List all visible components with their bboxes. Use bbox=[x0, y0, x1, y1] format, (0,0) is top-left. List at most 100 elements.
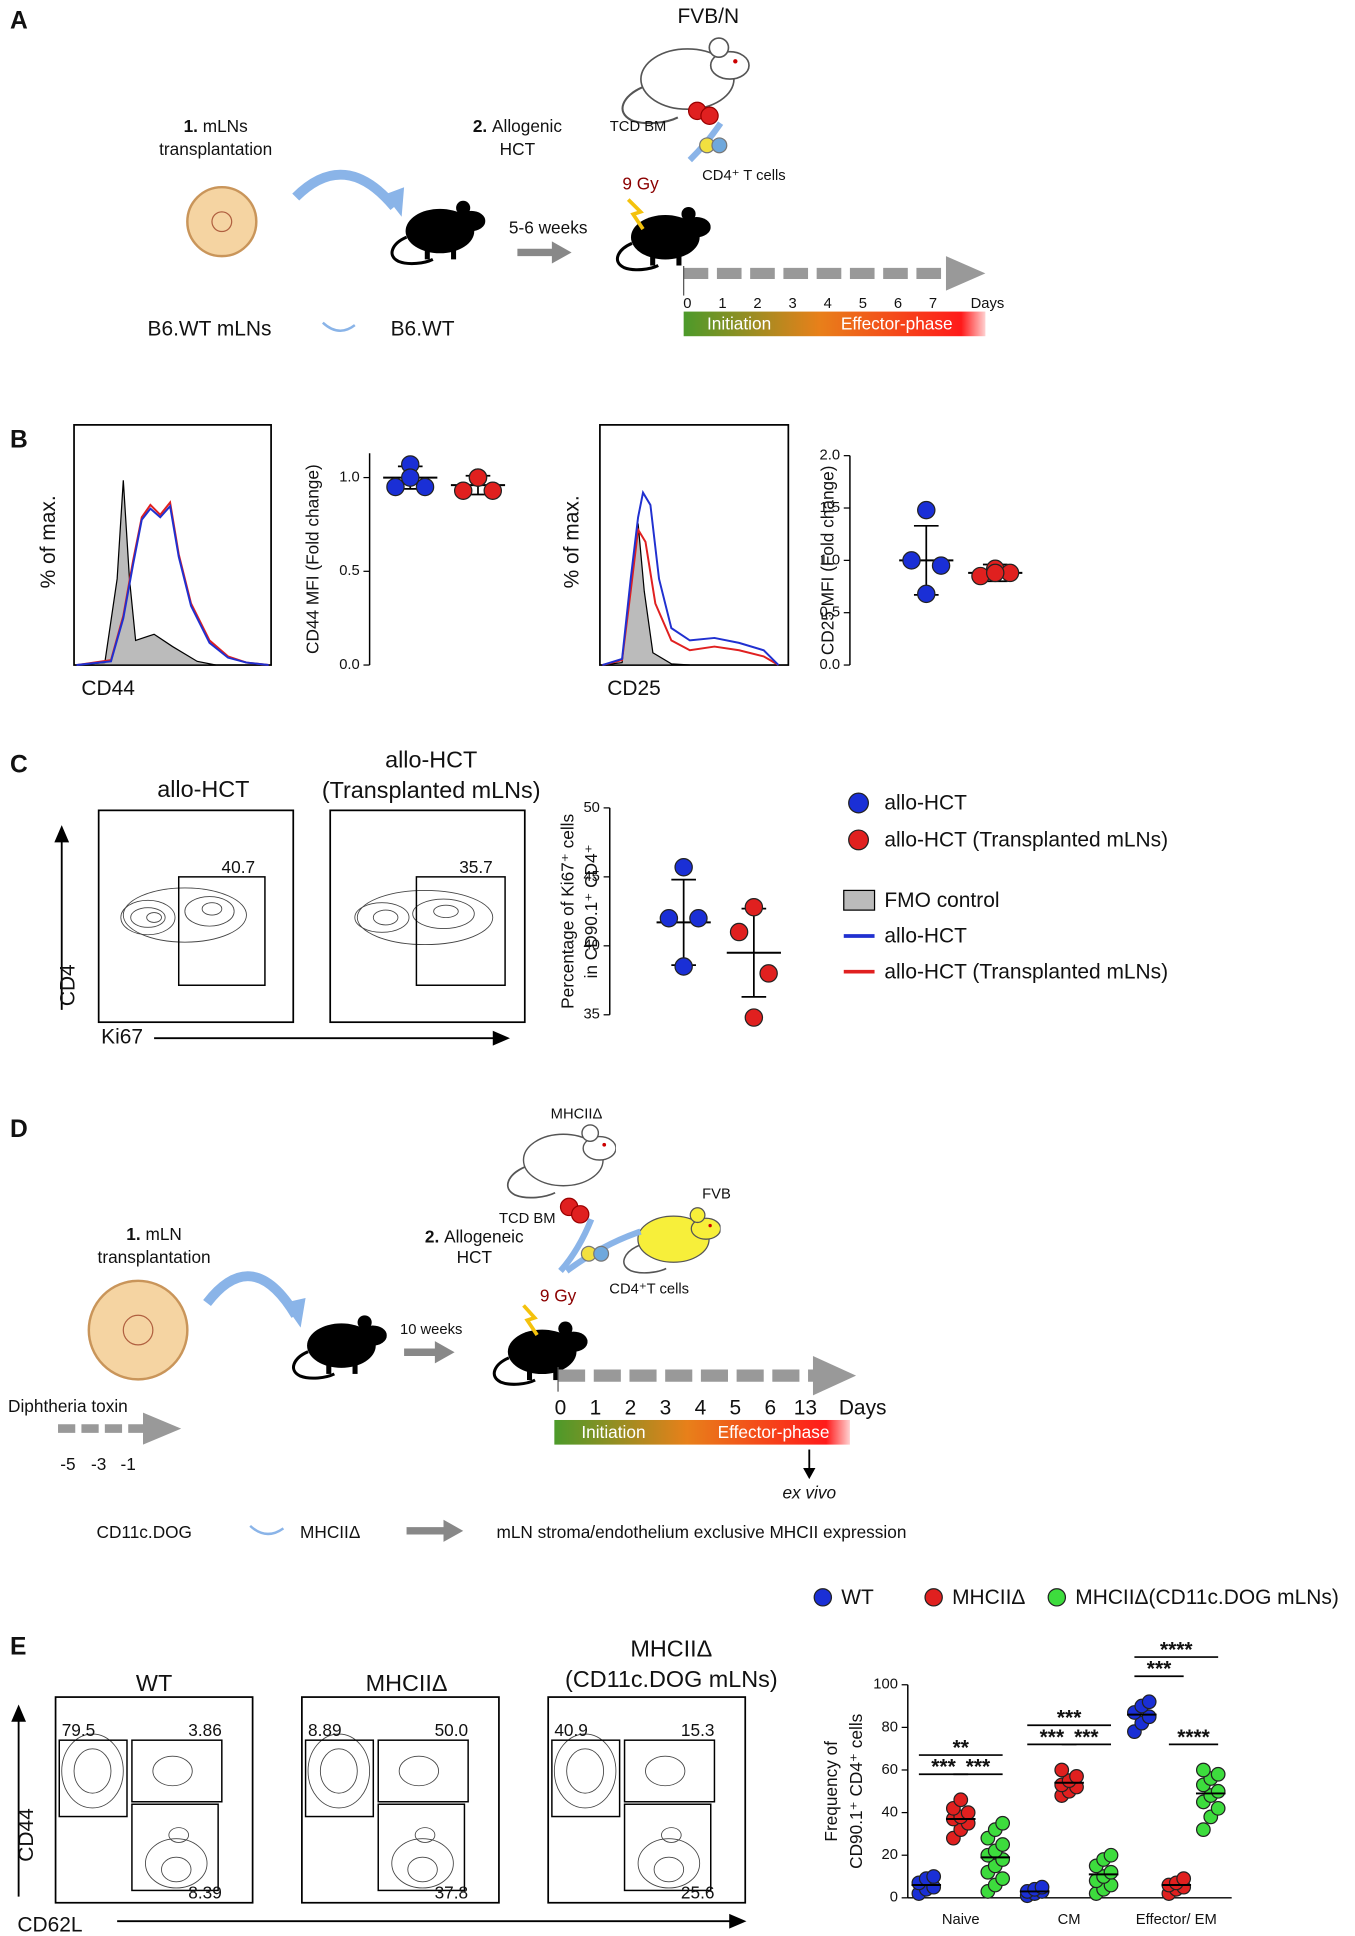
charts: 0.0 0.5 1.0 CD44 MFI (Fold change) 0.0 0.5 1.0… bbox=[303, 448, 1232, 1928]
dot bbox=[953, 1792, 969, 1808]
dot bbox=[744, 1008, 764, 1027]
label: HCT bbox=[500, 139, 536, 159]
panel-label: C bbox=[10, 752, 28, 779]
gate bbox=[623, 1739, 716, 1803]
dot bbox=[1103, 1847, 1119, 1863]
dot bbox=[1195, 1822, 1211, 1838]
y-tick-label: 0.0 bbox=[820, 657, 841, 673]
dot bbox=[674, 957, 693, 976]
panel-label: B bbox=[10, 426, 28, 453]
irradiation bbox=[626, 198, 645, 231]
panel-a: FVB/N TCD BM CD4⁺ T cells 1. mLNs transp… bbox=[148, 5, 1005, 341]
day-label: 5 bbox=[859, 296, 867, 312]
legend-label: FMO control bbox=[884, 889, 999, 912]
arrow bbox=[292, 169, 399, 211]
panel-e: WT MHCIIΔ MHCIIΔ (CD11c.DOG mLNs) 79.5 3.… bbox=[11, 1586, 1339, 1936]
y-tick-label: 40 bbox=[583, 938, 599, 954]
gate bbox=[377, 1739, 469, 1803]
dot bbox=[917, 500, 936, 520]
dot bbox=[902, 551, 921, 570]
significance-label: *** bbox=[1040, 1726, 1065, 1749]
arrow bbox=[551, 241, 572, 264]
gate-value: 79.5 bbox=[62, 1720, 96, 1740]
arrow bbox=[249, 1524, 285, 1536]
plot-title: (Transplanted mLNs) bbox=[322, 777, 541, 803]
cell bbox=[700, 106, 719, 126]
day-ticks: 0 1 2 3 4 5 6 7 bbox=[683, 296, 937, 312]
interval: 5-6 weeks bbox=[509, 218, 588, 238]
y-tick-label: 0 bbox=[890, 1890, 898, 1906]
dose: 9 Gy bbox=[622, 173, 659, 193]
panel-b: % of max. CD44 % of max. CD25 bbox=[37, 424, 790, 700]
donor-mouse bbox=[621, 36, 751, 125]
label: CD4⁺T cells bbox=[609, 1281, 689, 1297]
day-label: 0 bbox=[683, 296, 691, 312]
gate-value: 25.6 bbox=[681, 1883, 715, 1903]
dot bbox=[926, 1869, 942, 1884]
label: -3 bbox=[91, 1454, 106, 1474]
y-tick-label: 2.0 bbox=[820, 448, 841, 464]
contour bbox=[645, 1755, 686, 1787]
y-tick-label: 1.0 bbox=[820, 552, 841, 568]
panel-c: allo-HCT allo-HCT (Transplanted mLNs) 40… bbox=[54, 746, 1168, 1049]
plot-title: MHCIIΔ bbox=[630, 1635, 712, 1661]
legend-label: WT bbox=[841, 1586, 874, 1609]
arrow bbox=[203, 1271, 300, 1318]
legend-marker bbox=[848, 829, 870, 851]
label: Effector-phase bbox=[841, 314, 953, 334]
day-label: 7 bbox=[929, 296, 937, 312]
dot bbox=[960, 1805, 976, 1820]
label: -1 bbox=[121, 1454, 136, 1474]
day-label: 3 bbox=[789, 296, 797, 312]
dot bbox=[1176, 1871, 1192, 1887]
axis-label: CD44 bbox=[81, 677, 135, 700]
significance-label: *** bbox=[966, 1756, 991, 1779]
gate-value: 40.7 bbox=[222, 857, 256, 877]
dot bbox=[1210, 1783, 1226, 1799]
histogram bbox=[602, 489, 780, 666]
dot bbox=[995, 1871, 1011, 1887]
histogram bbox=[76, 503, 269, 667]
axis-label: CD44 bbox=[15, 1808, 38, 1862]
dot bbox=[468, 468, 488, 487]
axis-label: Ki67 bbox=[101, 1026, 143, 1049]
axis-label: % of max. bbox=[37, 495, 60, 588]
legend-marker bbox=[813, 1588, 833, 1607]
label: MHCIIΔ bbox=[300, 1522, 360, 1542]
y-tick-label: 0.5 bbox=[339, 563, 360, 579]
contour bbox=[145, 1838, 208, 1889]
legend-label: MHCIIΔ(CD11c.DOG mLNs) bbox=[1075, 1586, 1339, 1609]
label: 2. bbox=[425, 1226, 439, 1246]
y-tick-label: 50 bbox=[583, 800, 599, 816]
axis-arrow bbox=[492, 1030, 511, 1046]
contour bbox=[661, 1827, 682, 1843]
histogram-frame bbox=[73, 424, 272, 666]
dot bbox=[917, 584, 936, 604]
legend-label: allo-HCT bbox=[884, 792, 967, 815]
histogram bbox=[602, 526, 779, 666]
axis-label: CD25 bbox=[607, 677, 661, 700]
contour bbox=[566, 1748, 605, 1794]
significance-label: *** bbox=[1147, 1658, 1172, 1681]
dot bbox=[386, 477, 405, 497]
gate-value: 37.8 bbox=[435, 1883, 469, 1903]
donor-label: FVB/N bbox=[677, 5, 739, 28]
day-label: 1 bbox=[718, 296, 726, 312]
label: 1. bbox=[184, 115, 198, 135]
legend-swatch bbox=[843, 889, 876, 911]
gate-value: 50.0 bbox=[435, 1720, 469, 1740]
axis-label: CD4 bbox=[57, 964, 80, 1006]
legend-label: allo-HCT bbox=[884, 925, 967, 948]
dot bbox=[659, 909, 679, 928]
label: 2. bbox=[473, 115, 487, 135]
arrow bbox=[384, 187, 405, 217]
panel-label: E bbox=[10, 1633, 26, 1660]
dot bbox=[995, 1837, 1011, 1852]
dot bbox=[1210, 1800, 1226, 1816]
panel-label: D bbox=[10, 1116, 28, 1143]
dot bbox=[1141, 1709, 1157, 1725]
lymph-node bbox=[87, 1279, 189, 1381]
day-label: 2 bbox=[625, 1396, 637, 1419]
day-label: 1 bbox=[590, 1396, 602, 1419]
y-axis-label: in CD90.1⁺ CD4⁺ bbox=[581, 844, 601, 978]
